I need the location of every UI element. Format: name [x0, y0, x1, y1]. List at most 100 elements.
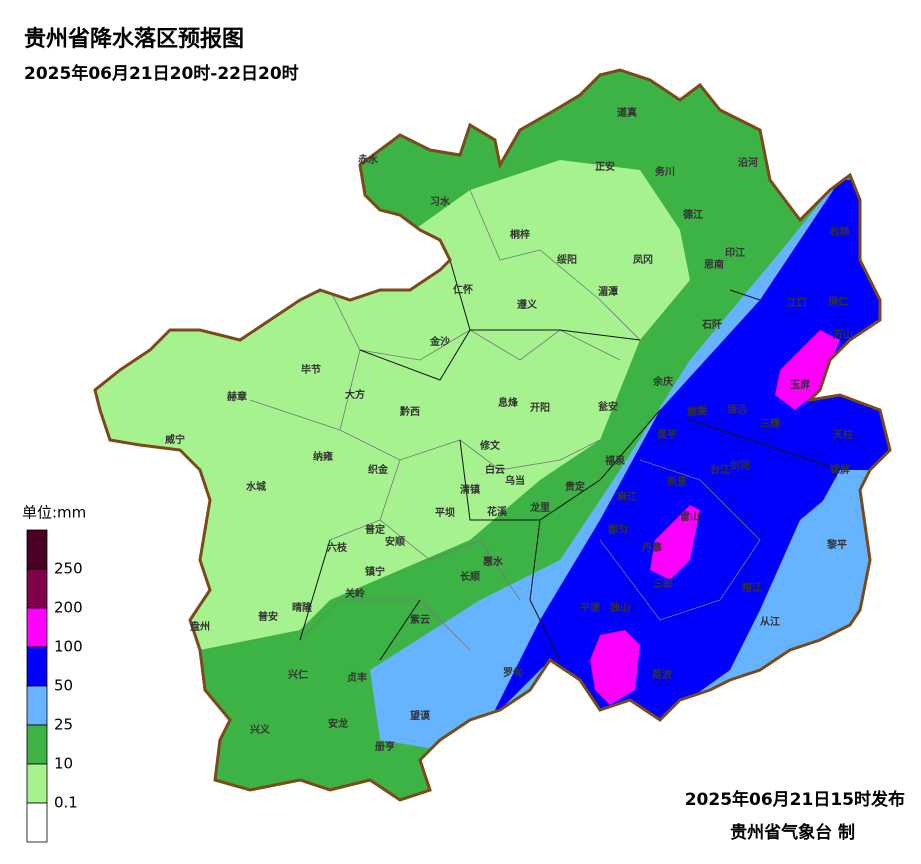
county-label: 赫章: [227, 390, 247, 403]
subtitle: 2025年06月21日20时-22日20时: [24, 63, 299, 84]
zone-100-200: [650, 505, 700, 580]
county-label: 三穗: [760, 417, 780, 430]
county-label: 修文: [479, 439, 501, 452]
county-label: 从江: [760, 615, 780, 628]
county-label: 仁怀: [453, 283, 473, 296]
legend-swatch: [26, 724, 48, 765]
county-label: 玉屏: [790, 379, 810, 391]
issue-time: 2025年06月21日15时发布: [685, 789, 905, 810]
county-label: 施秉: [687, 405, 708, 418]
county-label: 瓮安: [598, 400, 618, 413]
producer: 贵州省气象台 制: [730, 822, 855, 843]
county-label: 松桃: [830, 225, 850, 238]
county-label: 息烽: [498, 396, 519, 409]
county-label: 普定: [365, 523, 385, 536]
county-label: 习水: [430, 195, 451, 208]
county-label: 湄潭: [598, 285, 618, 298]
zone-100-200: [775, 330, 840, 410]
county-label: 罗甸: [503, 666, 523, 679]
county-label: 花溪: [487, 505, 508, 518]
county-label: 威宁: [165, 433, 185, 446]
county-label: 惠水: [483, 555, 504, 568]
county-label: 沿河: [738, 156, 758, 169]
county-label: 印江: [725, 246, 745, 259]
county-label: 黄平: [657, 428, 677, 441]
county-label: 麻江: [616, 490, 637, 503]
county-label: 剑河: [729, 459, 750, 472]
county-label: 安顺: [385, 535, 405, 548]
county-label: 福泉: [604, 454, 626, 467]
county-label: 遵义: [517, 298, 538, 311]
county-label: 镇宁: [365, 565, 385, 578]
county-label: 金沙: [429, 335, 450, 348]
county-label: 长顺: [460, 570, 480, 583]
legend-label: 25: [54, 716, 73, 734]
county-label: 龙里: [529, 501, 550, 514]
legend-swatch: [26, 763, 48, 804]
county-label: 紫云: [410, 613, 430, 626]
legend: 250 200 100 50 25 10 0.1: [26, 529, 83, 843]
county-label: 贞丰: [347, 671, 367, 684]
zone-100-200: [590, 630, 640, 705]
county-label: 务川: [655, 165, 675, 178]
county-label: 荔波: [651, 668, 673, 681]
county-label: 台江: [710, 463, 730, 476]
title: 贵州省降水落区预报图: [24, 27, 244, 52]
legend-unit: 单位:mm: [22, 504, 86, 522]
zone-50-100: [490, 180, 890, 720]
county-label: 普安: [258, 610, 278, 623]
prefecture-borders: [299, 259, 841, 661]
county-label: 黎平: [827, 538, 847, 551]
county-label: 三都: [653, 577, 673, 590]
county-label: 天柱: [833, 428, 853, 441]
county-label: 册亨: [375, 740, 395, 753]
legend-label: 0.1: [54, 794, 78, 812]
county-label: 乌当: [505, 474, 525, 487]
zone-0-10: [95, 160, 690, 650]
county-label: 雷山: [680, 510, 700, 523]
legend-swatch: [26, 568, 48, 609]
legend-swatch: [26, 802, 48, 843]
county-label: 丹寨: [642, 541, 662, 554]
county-label: 绥阳: [557, 253, 577, 266]
county-label: 榕江: [742, 581, 762, 594]
county-label: 万山: [832, 328, 853, 341]
county-label: 平坝: [435, 506, 455, 519]
legend-label: 100: [54, 638, 83, 656]
county-label: 安龙: [328, 717, 348, 730]
county-label: 关岭: [345, 587, 365, 600]
legend-swatch: [26, 529, 48, 570]
county-label: 贵定: [565, 480, 585, 493]
county-label: 凤冈: [633, 254, 653, 266]
county-label: 水城: [245, 480, 266, 493]
county-label: 都匀: [607, 523, 628, 536]
county-label: 清镇: [460, 483, 480, 496]
legend-swatch: [26, 685, 48, 726]
legend-label: 10: [54, 755, 73, 773]
county-label: 铜仁: [828, 295, 848, 308]
legend-swatch: [26, 646, 48, 687]
county-label: 白云: [485, 463, 505, 476]
legend-label: 50: [54, 677, 73, 695]
county-label: 兴义: [250, 723, 271, 736]
county-label: 六枝: [327, 541, 348, 554]
county-label: 独山: [610, 601, 630, 614]
county-label: 江口: [787, 296, 807, 309]
county-label: 毕节: [301, 363, 321, 376]
county-label: 思南: [704, 258, 724, 271]
county-label: 赤水: [358, 153, 379, 166]
county-label: 晴隆: [292, 601, 313, 614]
legend-label: 200: [54, 599, 83, 617]
county-label: 正安: [595, 160, 615, 173]
county-label: 凯里: [667, 475, 687, 488]
county-label: 余庆: [652, 375, 673, 388]
county-label: 镇远: [727, 403, 747, 416]
legend-label: 250: [54, 560, 83, 578]
county-label: 大方: [345, 388, 365, 401]
county-label: 开阳: [530, 402, 550, 414]
county-label: 兴仁: [288, 668, 308, 681]
county-label: 黔西: [400, 405, 420, 418]
